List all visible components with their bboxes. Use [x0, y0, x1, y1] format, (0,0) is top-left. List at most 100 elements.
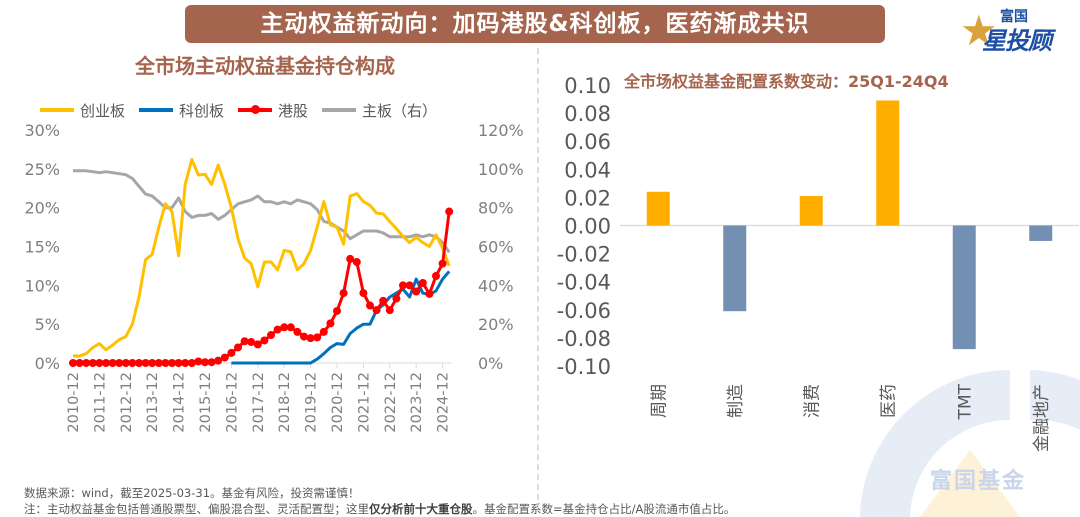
- hk-data-point: [260, 336, 269, 345]
- x-tick-label: 2024-12: [436, 372, 452, 433]
- x-tick-label: 2020-12: [330, 372, 346, 433]
- bar-y-tick-label: -0.04: [557, 271, 611, 295]
- legend-swatch-star: [139, 108, 174, 112]
- bar-category-label: 消费: [802, 384, 822, 418]
- bar-TMT: [952, 225, 976, 350]
- hk-data-point: [115, 359, 124, 367]
- hk-data-point: [385, 306, 394, 315]
- left-y-tick-label: 30%: [24, 121, 60, 140]
- star-icon: ★: [960, 6, 998, 55]
- series-line-3: [73, 169, 451, 254]
- legend-label-gem: 创业板: [80, 101, 126, 120]
- bar-y-tick-label: 0.10: [564, 74, 611, 98]
- hk-data-point: [313, 333, 322, 342]
- hk-data-point: [286, 323, 295, 332]
- hk-data-point: [102, 359, 110, 367]
- hk-data-point: [418, 279, 427, 288]
- hk-data-point: [95, 359, 104, 367]
- x-tick-label: 2016-12: [224, 372, 240, 433]
- hk-data-point: [148, 359, 157, 367]
- hk-data-point: [253, 340, 262, 349]
- x-tick-label: 2013-12: [145, 372, 161, 433]
- hk-data-point: [267, 331, 275, 340]
- legend-label-star: 科创板: [179, 101, 225, 120]
- legend-swatch-main: [322, 108, 357, 112]
- right-y-tick-label: 0%: [478, 354, 503, 373]
- hk-data-point: [88, 359, 97, 367]
- legend-item-gem: 创业板: [40, 100, 125, 121]
- hk-data-point: [187, 359, 196, 367]
- hk-data-point: [154, 359, 163, 367]
- x-tick-label: 2018-12: [277, 372, 293, 433]
- right-y-tick-label: 60%: [478, 238, 514, 257]
- legend-item-star: 科创板: [139, 100, 224, 121]
- hk-data-point: [121, 359, 130, 367]
- legend-item-main: 主板（右）: [322, 100, 437, 121]
- hk-data-point: [293, 327, 302, 336]
- x-tick-label: 2015-12: [198, 372, 214, 433]
- footer-note-bold: 仅分析前十大重仓股: [369, 502, 473, 516]
- hk-data-point: [82, 359, 91, 367]
- hk-data-point: [425, 289, 434, 298]
- series-line-1: [231, 270, 451, 365]
- x-tick-label: 2023-12: [409, 372, 425, 433]
- hk-data-point: [135, 359, 143, 367]
- footer-note-prefix: 注：主动权益基金包括普通股票型、偏股混合型、灵活配置型；这里: [24, 502, 369, 516]
- bar-y-tick-label: 0.06: [564, 130, 611, 154]
- hk-data-point: [392, 294, 401, 303]
- x-tick-label: 2011-12: [92, 372, 108, 433]
- bar-y-tick-label: -0.02: [557, 243, 611, 267]
- hk-data-point: [220, 353, 229, 362]
- bar-y-tick-label: -0.08: [557, 327, 611, 351]
- bar-category-label: TMT: [955, 383, 975, 420]
- right-y-tick-label: 120%: [478, 121, 524, 140]
- bar-category-label: 周期: [649, 384, 669, 418]
- hk-data-point: [128, 359, 137, 367]
- footer-source: 数据来源：wind，截至2025-03-31。基金有风险，投资需谨慎！: [24, 486, 360, 500]
- hk-data-point: [273, 325, 282, 334]
- hk-data-point: [201, 358, 209, 367]
- hk-data-point: [247, 338, 256, 347]
- left-y-tick-label: 5%: [35, 315, 60, 334]
- footer-note-suffix: 。基金配置系数=基金持仓占比/A股流通市值占比。: [472, 502, 736, 516]
- right-chart-title: 全市场权益基金配置系数变动：25Q1-24Q4: [624, 72, 949, 91]
- hk-data-point: [300, 332, 308, 341]
- hk-data-point: [412, 287, 421, 296]
- x-tick-label: 2019-12: [304, 372, 320, 433]
- bar-y-tick-label: 0.00: [564, 215, 611, 239]
- x-tick-label: 2022-12: [383, 372, 399, 433]
- hk-data-point: [339, 289, 348, 298]
- left-y-tick-label: 25%: [24, 160, 60, 179]
- bar-y-tick-label: 0.04: [564, 158, 611, 182]
- logo-top-text: 富国: [1000, 9, 1028, 25]
- hk-data-point: [379, 296, 388, 305]
- hk-data-point: [333, 306, 341, 315]
- hk-data-point: [319, 327, 328, 336]
- x-tick-label: 2014-12: [172, 372, 188, 433]
- x-tick-label: 2021-12: [356, 372, 372, 433]
- left-line-chart: 0% 5% 10% 15% 20% 25% 30% 0% 20% 40% 60% 80% 100% 120…: [24, 121, 524, 433]
- hk-data-point: [207, 358, 216, 367]
- hk-data-point: [227, 348, 236, 357]
- bar-category-label: 医药: [879, 384, 899, 418]
- watermark-text: 富国基金: [930, 469, 1027, 494]
- right-y-tick-label: 100%: [478, 160, 524, 179]
- hk-data-point: [174, 359, 183, 367]
- hk-data-point: [161, 359, 170, 367]
- hk-data-point: [280, 323, 289, 332]
- hk-data-point: [168, 359, 176, 367]
- bar-消费: [799, 195, 823, 226]
- brand-logo: ★ 富国 星投顾: [960, 4, 1070, 55]
- hk-data-point: [75, 359, 84, 367]
- hk-data-point: [352, 258, 361, 267]
- hk-data-point: [181, 359, 190, 367]
- bar-category-label: 制造: [726, 384, 746, 418]
- hk-data-point: [438, 259, 447, 268]
- right-y-tick-label: 20%: [478, 315, 514, 334]
- hk-data-point: [399, 281, 407, 290]
- bar-category-label: 金融地产: [1032, 384, 1052, 452]
- bar-金融地产: [1029, 225, 1053, 241]
- hk-data-point: [432, 272, 440, 281]
- section-divider: [537, 48, 539, 500]
- x-tick-label: 2010-12: [66, 372, 82, 433]
